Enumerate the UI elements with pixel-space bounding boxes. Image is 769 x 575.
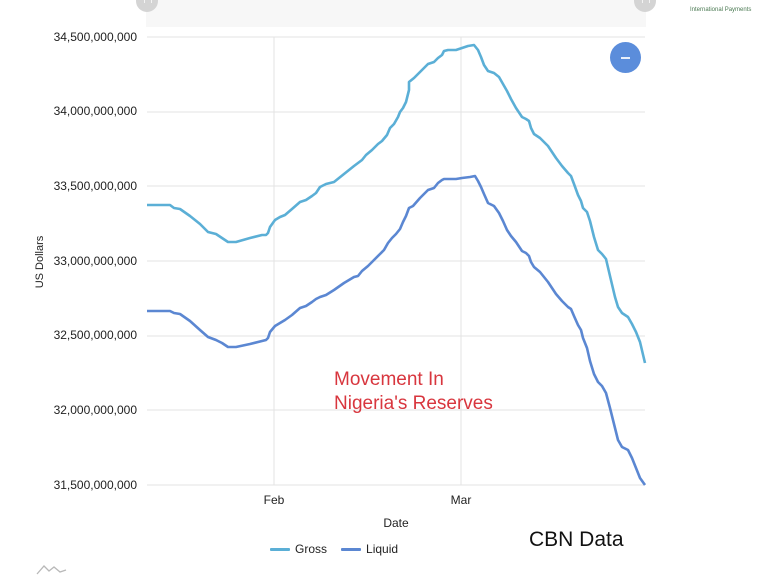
y-tick: 33,500,000,000 (53, 179, 137, 193)
international-payments-link[interactable]: International Payments (690, 7, 752, 13)
y-tick: 33,000,000,000 (53, 254, 137, 268)
y-tick: 34,000,000,000 (53, 104, 137, 118)
y-tick: 32,000,000,000 (53, 403, 137, 417)
chart-legend: Gross Liquid (270, 542, 412, 556)
legend-item-liquid[interactable]: Liquid (341, 542, 398, 556)
annotation-line-2: Nigeria's Reserves (334, 393, 493, 414)
y-axis-title: US Dollars (34, 235, 46, 289)
annotation-line-1: Movement In (334, 369, 444, 390)
y-tick: 31,500,000,000 (53, 478, 137, 492)
range-selector-bar[interactable] (146, 0, 646, 27)
mountain-logo-icon (36, 565, 67, 575)
x-tick-mar: Mar (450, 493, 472, 507)
series-gross-line (147, 43, 647, 364)
y-tick: 32,500,000,000 (53, 328, 137, 342)
legend-label-liquid: Liquid (366, 542, 399, 556)
x-axis-title: Date (383, 516, 409, 530)
range-handle-left[interactable] (136, 0, 158, 12)
legend-swatch-liquid (341, 547, 362, 551)
legend-label-gross: Gross (295, 542, 328, 556)
y-tick: 34,500,000,000 (53, 30, 137, 44)
gridlines (147, 36, 645, 486)
zoom-out-button[interactable] (610, 42, 641, 73)
range-handle-right[interactable] (634, 0, 656, 12)
x-tick-feb: Feb (263, 493, 285, 507)
legend-item-gross[interactable]: Gross (270, 542, 327, 556)
legend-swatch-gross (270, 547, 290, 551)
chart-annotation: Movement In Nigeria's Reserves (334, 368, 493, 416)
series-liquid-line (147, 174, 647, 486)
source-label: CBN Data (529, 528, 624, 551)
